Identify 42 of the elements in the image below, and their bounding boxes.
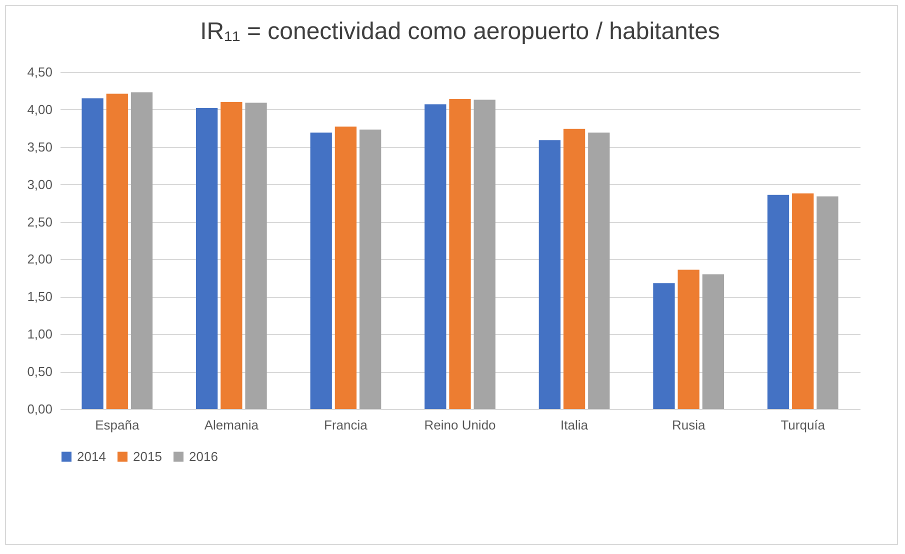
y-tick-label: 1,50 [27, 289, 52, 304]
x-tick-label: Italia [560, 418, 589, 432]
y-tick-label: 1,00 [27, 326, 52, 342]
x-tick-label: Reino Unido [424, 418, 496, 432]
chart-title: IR₁₁ = conectividad como aeropuerto / habitantes [200, 18, 720, 45]
bar [334, 126, 357, 409]
bar [196, 108, 218, 409]
bar [424, 104, 446, 409]
y-tick-label: 4,00 [27, 102, 52, 117]
bar [588, 132, 610, 409]
legend-label: 2014 [77, 448, 106, 464]
x-tick-label: Francia [324, 418, 368, 432]
bar [82, 98, 104, 409]
bar [678, 270, 700, 409]
bar [653, 283, 675, 409]
y-tick-label: 0,00 [27, 402, 52, 416]
x-tick-label: Rusia [672, 418, 706, 432]
bar [474, 100, 496, 409]
x-tick-label: España [95, 418, 140, 432]
y-tick-label: 3,00 [27, 176, 52, 192]
bar [816, 196, 838, 409]
legend-label: 2016 [189, 448, 218, 464]
y-tick-label: 4,50 [27, 64, 52, 80]
bar [792, 193, 814, 409]
bar [220, 102, 242, 409]
y-tick-label: 2,00 [27, 252, 52, 267]
bar [106, 94, 128, 409]
bar [359, 130, 382, 409]
legend-label: 2015 [133, 448, 162, 464]
bar [310, 132, 332, 409]
y-tick-label: 3,50 [27, 139, 52, 154]
y-tick-label: 2,50 [27, 214, 52, 230]
y-tick-label: 0,50 [27, 364, 52, 380]
bar [245, 102, 267, 409]
bar [563, 128, 586, 409]
bar [702, 274, 724, 409]
x-tick-label: Alemania [204, 418, 260, 432]
x-tick-label: Turquía [780, 418, 826, 432]
bar [449, 98, 471, 409]
bar [767, 194, 790, 409]
bar [130, 92, 153, 409]
bar [538, 140, 561, 409]
